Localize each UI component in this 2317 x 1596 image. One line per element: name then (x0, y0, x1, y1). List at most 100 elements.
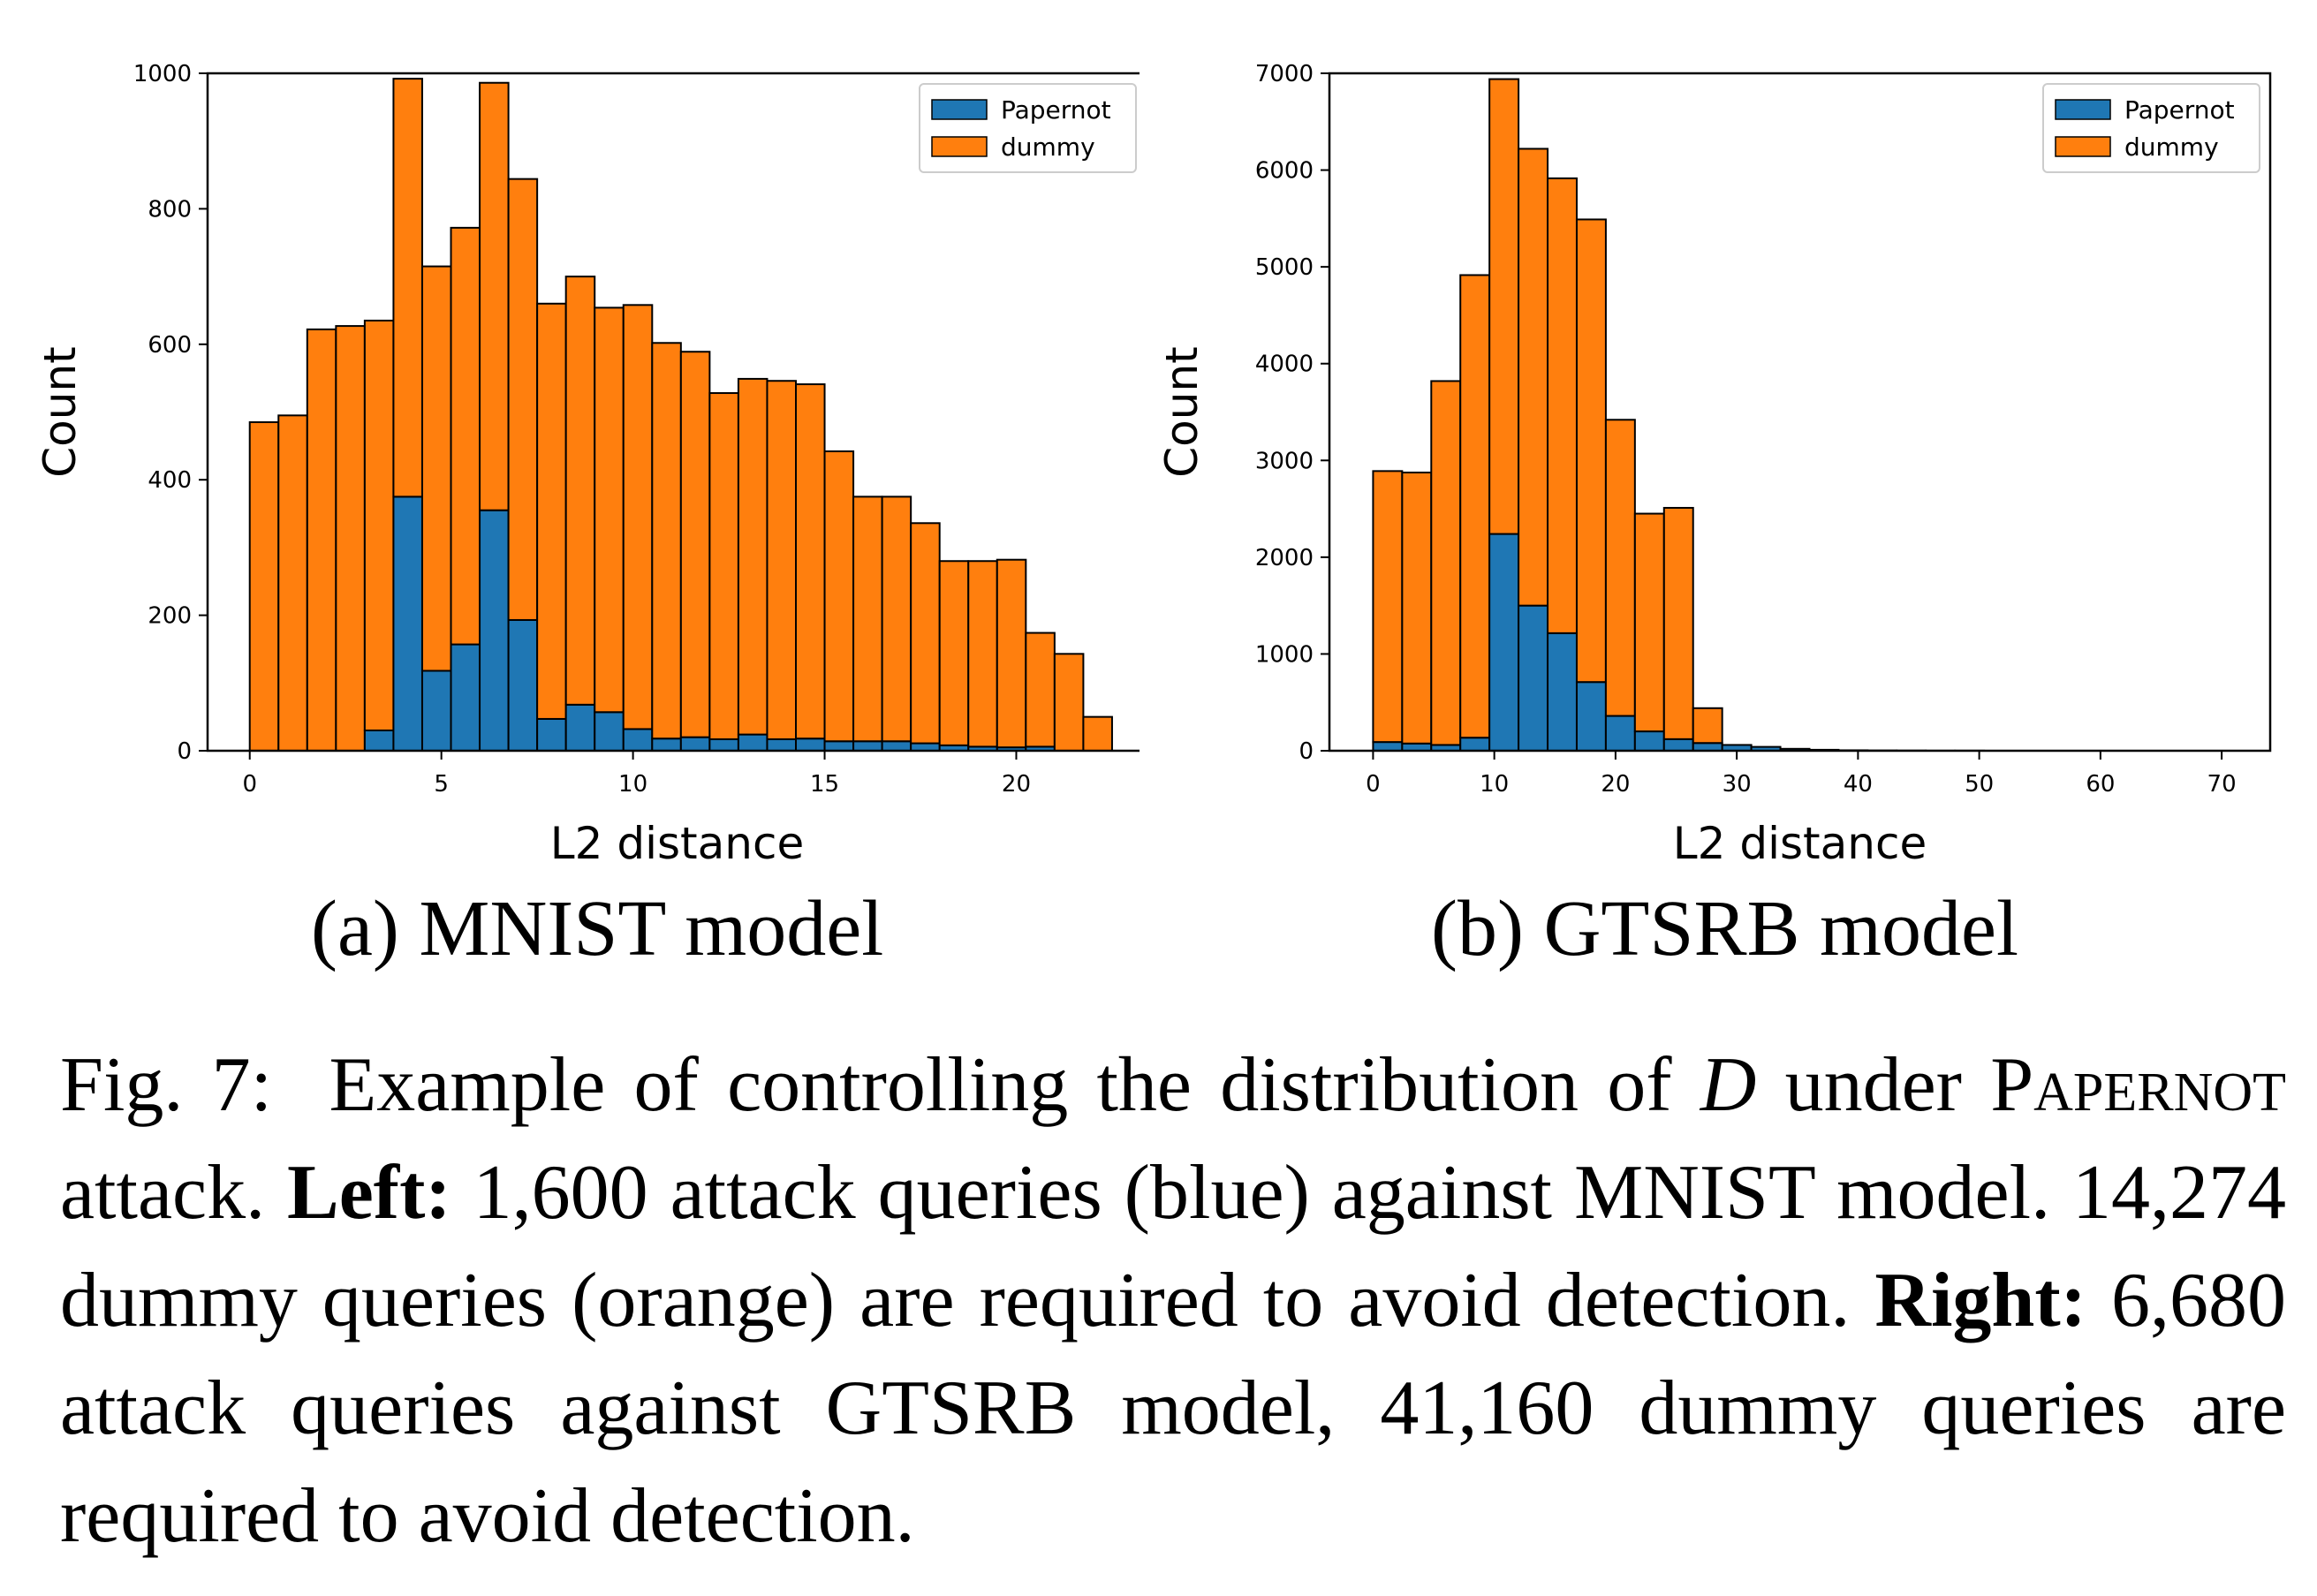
mnist-bar-dummy (479, 81, 510, 511)
mnist-bar-papernot (910, 742, 941, 752)
gtsrb-ytick-label: 4000 (1255, 352, 1314, 378)
histogram-gtsrb-svg: 0 10 20 30 40 50 60 70 0 1000 2000 3000 4000 5000 6000… (1156, 61, 2272, 869)
mnist-ytick-label: 200 (148, 603, 192, 630)
gtsrb-ytick-label: 6000 (1255, 158, 1314, 185)
mnist-bar-papernot (737, 733, 769, 752)
mnist-bar-papernot (708, 737, 739, 752)
gtsrb-ytick-label: 3000 (1255, 448, 1314, 474)
mnist-bar-papernot (536, 717, 567, 752)
mnist-ytick-label: 0 (177, 738, 192, 765)
caption-symbol: D (1700, 1042, 1757, 1128)
mnist-ylabel: Count (34, 346, 86, 478)
mnist-bar-dummy (852, 495, 883, 743)
mnist-bar-dummy (335, 325, 366, 752)
mnist-bar-papernot (450, 643, 481, 752)
caption-right-text: 6,680 attack queries against GTSRB model… (60, 1258, 2287, 1559)
mnist-xtick-label: 20 (1002, 771, 1031, 798)
mnist-bar-dummy (536, 302, 567, 720)
mnist-bar-dummy (1053, 653, 1085, 752)
mnist-bar-dummy (248, 421, 280, 752)
gtsrb-xlabel: L2 distance (1673, 818, 1927, 866)
mnist-bar-papernot (594, 711, 625, 753)
gtsrb-bar-papernot (1547, 632, 1578, 753)
mnist-ytick-label: 1000 (133, 61, 192, 87)
histogram-mnist: 0 5 10 15 20 0 200 400 600 800 1000 L2 distance Coun… (0, 0, 1148, 870)
caption-left-label: Left: (287, 1150, 451, 1236)
mnist-bar-papernot (651, 737, 682, 752)
mnist-bar-papernot (479, 509, 510, 753)
mnist-bar-dummy (996, 558, 1027, 749)
gtsrb-bar-dummy (1692, 707, 1723, 745)
mnist-bar-dummy (622, 304, 654, 730)
caption-right-label: Right: (1874, 1258, 2086, 1343)
mnist-bar-dummy (938, 560, 970, 746)
caption-part3: attack. (60, 1150, 266, 1236)
mnist-bar-dummy (651, 342, 682, 740)
gtsrb-xtick-label: 60 (2086, 771, 2115, 798)
mnist-bar-dummy (564, 276, 596, 706)
gtsrb-xtick-label: 0 (1366, 771, 1381, 798)
gtsrb-xtick-label: 20 (1601, 771, 1630, 798)
mnist-bar-papernot (564, 703, 596, 752)
mnist-bar-dummy (420, 265, 452, 672)
gtsrb-legend-label: Papernot (2124, 95, 2235, 125)
gtsrb-bar-papernot (1633, 730, 1665, 752)
gtsrb-legend-swatch (2055, 99, 2111, 120)
gtsrb-ytick-label: 2000 (1255, 545, 1314, 571)
mnist-xlabel: L2 distance (550, 818, 804, 866)
mnist-legend-swatch (931, 136, 988, 157)
mnist-ytick-label: 400 (148, 467, 192, 494)
mnist-bar-papernot (363, 729, 395, 752)
caption-attack-name: Papernot (1990, 1042, 2287, 1128)
gtsrb-bar-dummy (1662, 506, 1694, 740)
gtsrb-bar-dummy (1604, 419, 1636, 717)
gtsrb-bar-dummy (1518, 147, 1549, 607)
mnist-bar-dummy (708, 392, 739, 740)
mnist-xtick-label: 0 (242, 771, 257, 798)
gtsrb-bar-papernot (1518, 604, 1549, 753)
mnist-bar-dummy (1082, 715, 1113, 753)
gtsrb-xtick-label: 70 (2207, 771, 2237, 798)
mnist-bar-dummy (910, 522, 941, 745)
histogram-gtsrb: 0 10 20 30 40 50 60 70 0 1000 2000 3000 4000 5000 6000… (1140, 0, 2279, 870)
gtsrb-bar-papernot (1692, 742, 1723, 753)
mnist-bar-dummy (507, 178, 539, 621)
gtsrb-bar-papernot (1575, 681, 1607, 752)
figure-caption: Fig. 7: Example of controlling the distr… (60, 1032, 2286, 1570)
gtsrb-bar-dummy (1633, 512, 1665, 733)
mnist-bar-dummy (392, 78, 423, 498)
gtsrb-bar-papernot (1459, 737, 1491, 753)
gtsrb-bar-papernot (1662, 737, 1694, 753)
mnist-bar-dummy (594, 306, 625, 714)
mnist-bar-dummy (363, 319, 395, 731)
mnist-bar-dummy (766, 380, 798, 740)
gtsrb-bars (1372, 78, 1986, 753)
mnist-bar-dummy (967, 560, 998, 748)
gtsrb-xtick-label: 30 (1723, 771, 1752, 798)
gtsrb-bar-dummy (1575, 218, 1607, 684)
mnist-xtick-label: 15 (810, 771, 839, 798)
mnist-xtick-label: 5 (434, 771, 449, 798)
mnist-bar-papernot (392, 495, 423, 752)
gtsrb-legend-swatch (2055, 136, 2111, 157)
mnist-bar-dummy (737, 377, 769, 736)
gtsrb-bar-papernot (1488, 533, 1520, 752)
mnist-legend-swatch (931, 99, 988, 120)
gtsrb-bar-dummy (1372, 470, 1404, 744)
mnist-bar-dummy (306, 328, 337, 752)
gtsrb-bar-dummy (1430, 380, 1462, 746)
mnist-bar-papernot (679, 736, 711, 752)
gtsrb-xtick-label: 50 (1965, 771, 1994, 798)
gtsrb-xtick-label: 10 (1480, 771, 1509, 798)
subcaption-gtsrb: (b) GTSRB model (1431, 885, 2018, 972)
gtsrb-bar-papernot (1604, 715, 1636, 752)
gtsrb-bar-dummy (1488, 78, 1520, 535)
mnist-bar-dummy (450, 226, 481, 646)
mnist-legend-label: dummy (1001, 132, 1095, 162)
mnist-bar-dummy (881, 495, 912, 743)
caption-part1: Example of controlling the distribution … (329, 1042, 1672, 1128)
mnist-ytick-label: 600 (148, 332, 192, 359)
caption-part2: under (1784, 1042, 1962, 1128)
gtsrb-legend-label: dummy (2124, 132, 2219, 162)
